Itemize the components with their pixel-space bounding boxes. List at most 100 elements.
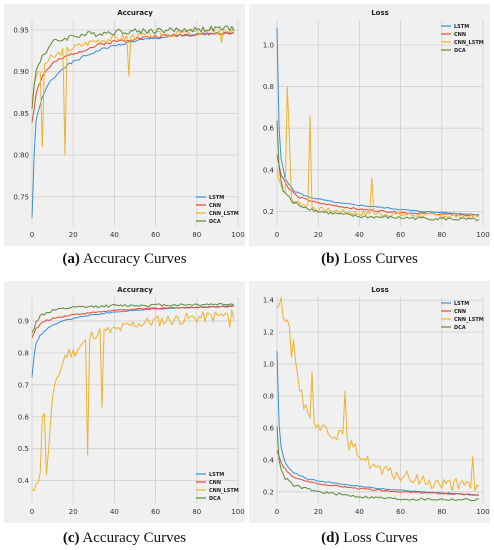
x-tick-label: 20: [69, 231, 78, 239]
loss-chart-d: Loss 0 20 40 60 80 100 0.2 0.4 0.6 0.8 1.0 1.2 1.4 LST…: [249, 281, 490, 523]
series-line-cnn: [31, 305, 235, 338]
x-tick-label: 40: [355, 508, 364, 516]
y-tick-label: 0.7: [18, 381, 29, 389]
series-line-dca: [276, 426, 479, 502]
caption-d: (d) Loss Curves: [249, 530, 490, 547]
series-line-lstm: [276, 351, 479, 496]
y-tick-label: 0.2: [263, 208, 274, 216]
loss-chart-b: Loss 0 20 40 60 80 100 0.2 0.4 0.6 0.8 1.0 LSTM CNN CN…: [249, 4, 490, 246]
x-tick-label: 80: [192, 231, 201, 239]
x-tick-label: 60: [396, 231, 405, 239]
y-tick-label: 0.90: [13, 68, 29, 76]
legend-label: CNN_LSTM: [454, 317, 484, 323]
accuracy-chart-a: Accuracy 0 20 40 60 80 100 0.75 0.80 0.85 0.90 0.95…: [4, 4, 245, 246]
x-tick-label: 100: [231, 231, 244, 239]
x-tick-label: 40: [110, 231, 119, 239]
series-line-cnn-lstm: [276, 297, 480, 492]
y-tick-label: 1.2: [263, 329, 274, 337]
x-tick-label: 0: [30, 508, 34, 516]
x-tick-label: 60: [151, 231, 160, 239]
caption-letter: (b): [321, 251, 340, 267]
x-tick-label: 80: [192, 508, 201, 516]
series-line-dca: [31, 25, 235, 110]
y-tick-label: 1.0: [263, 41, 274, 49]
legend-label: LSTM: [454, 24, 469, 30]
caption-letter: (a): [62, 251, 80, 267]
chart-svg-d: Loss 0 20 40 60 80 100 0.2 0.4 0.6 0.8 1.0 1.2 1.4 LST…: [263, 286, 490, 516]
x-tick-label: 20: [314, 231, 323, 239]
series-line-cnn-lstm: [31, 309, 235, 491]
chart-title: Accuracy: [117, 286, 153, 294]
y-tick-label: 0.8: [263, 393, 274, 401]
x-tick-label: 20: [314, 508, 323, 516]
y-tick-label: 0.85: [13, 110, 29, 118]
y-tick-label: 0.80: [13, 152, 29, 160]
legend-label: CNN: [209, 480, 221, 486]
x-tick-label: 100: [231, 508, 244, 516]
y-tick-label: 0.4: [18, 477, 30, 485]
caption-text: Accuracy Curves: [79, 530, 187, 546]
series-line-dca: [276, 120, 480, 222]
legend-label: DCA: [454, 325, 466, 331]
x-tick-label: 40: [355, 231, 364, 239]
caption-text: Loss Curves: [339, 530, 418, 546]
x-tick-label: 0: [275, 231, 279, 239]
y-tick-label: 0.4: [263, 456, 275, 464]
y-tick-label: 1.0: [263, 361, 274, 369]
series-line-cnn: [276, 450, 479, 496]
x-tick-label: 80: [437, 231, 446, 239]
series-line-cnn: [31, 31, 234, 123]
series-line-lstm: [276, 27, 480, 216]
chart-svg-c: Accuracy 0 20 40 60 80 100 0.4 0.5 0.6 0.7 0.8 0.9 LS…: [18, 286, 245, 516]
x-tick-label: 20: [69, 508, 78, 516]
caption-text: Accuracy Curves: [79, 251, 187, 267]
chart-svg-a: Accuracy 0 20 40 60 80 100 0.75 0.80 0.85 0.90 0.95…: [13, 9, 244, 239]
y-tick-label: 0.6: [263, 424, 275, 432]
series-line-cnn-lstm: [31, 27, 235, 156]
caption-letter: (d): [321, 530, 340, 546]
x-tick-label: 40: [110, 508, 119, 516]
y-tick-label: 0.8: [18, 349, 29, 357]
legend-label: CNN_LSTM: [209, 211, 239, 217]
caption-a: (a) Accuracy Curves: [4, 251, 245, 268]
legend-label: LSTM: [209, 195, 224, 201]
x-tick-label: 60: [396, 508, 405, 516]
y-tick-label: 1.4: [263, 297, 275, 305]
chart-svg-b: Loss 0 20 40 60 80 100 0.2 0.4 0.6 0.8 1.0 LSTM CNN CN…: [263, 9, 490, 239]
y-tick-label: 0.6: [18, 413, 30, 421]
y-tick-label: 0.75: [13, 193, 29, 201]
legend-label: DCA: [209, 219, 221, 225]
x-tick-label: 0: [275, 508, 279, 516]
series-line-dca: [31, 302, 235, 334]
legend-label: CNN: [209, 203, 221, 209]
series-line-lstm: [31, 31, 235, 218]
legend-label: LSTM: [454, 301, 469, 307]
y-tick-label: 0.95: [13, 27, 29, 35]
caption-letter: (c): [62, 530, 80, 546]
x-tick-label: 100: [476, 508, 489, 516]
legend-label: DCA: [209, 496, 221, 502]
legend-label: CNN_LSTM: [209, 488, 239, 494]
y-tick-label: 0.5: [18, 445, 29, 453]
y-tick-label: 0.8: [263, 83, 274, 91]
y-tick-label: 0.9: [18, 317, 29, 325]
y-tick-label: 0.2: [263, 488, 274, 496]
legend-label: CNN: [454, 309, 466, 315]
legend-label: CNN_LSTM: [454, 40, 484, 46]
x-tick-label: 80: [437, 508, 446, 516]
legend-label: DCA: [454, 48, 466, 54]
y-tick-label: 0.4: [263, 166, 275, 174]
chart-title: Loss: [371, 286, 389, 294]
caption-text: Loss Curves: [339, 251, 418, 267]
series-line-cnn: [276, 154, 479, 217]
legend-label: LSTM: [209, 472, 224, 478]
chart-title: Accuracy: [117, 9, 153, 17]
caption-c: (c) Accuracy Curves: [4, 530, 245, 547]
chart-title: Loss: [371, 9, 389, 17]
accuracy-chart-c: Accuracy 0 20 40 60 80 100 0.4 0.5 0.6 0.7 0.8 0.9 LS…: [4, 281, 245, 523]
x-tick-label: 0: [30, 231, 34, 239]
series-line-cnn-lstm: [276, 86, 480, 220]
legend-label: CNN: [454, 32, 466, 38]
x-tick-label: 60: [151, 508, 160, 516]
caption-b: (b) Loss Curves: [249, 251, 490, 268]
